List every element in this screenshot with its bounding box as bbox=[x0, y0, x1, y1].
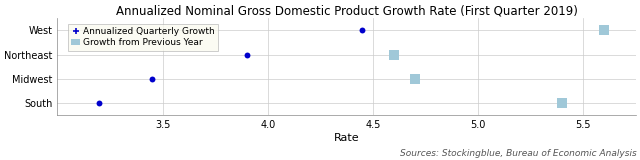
Title: Annualized Nominal Gross Domestic Product Growth Rate (First Quarter 2019): Annualized Nominal Gross Domestic Produc… bbox=[116, 4, 577, 17]
Point bbox=[410, 78, 420, 80]
Legend: Annualized Quarterly Growth, Growth from Previous Year: Annualized Quarterly Growth, Growth from… bbox=[68, 24, 218, 51]
Point bbox=[147, 78, 157, 80]
Point bbox=[599, 29, 609, 32]
Text: Sources: Stockingblue, Bureau of Economic Analysis: Sources: Stockingblue, Bureau of Economi… bbox=[400, 149, 637, 158]
Point bbox=[557, 102, 567, 104]
Point bbox=[389, 53, 399, 56]
X-axis label: Rate: Rate bbox=[334, 133, 360, 143]
Point bbox=[94, 102, 104, 104]
Point bbox=[241, 53, 252, 56]
Point bbox=[357, 29, 367, 32]
